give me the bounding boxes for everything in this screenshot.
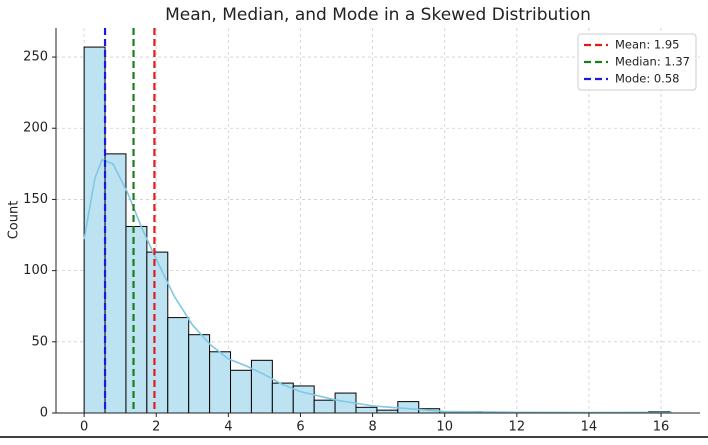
x-tick-label: 6 — [296, 420, 304, 435]
bar — [209, 351, 232, 414]
legend: Mean: 1.95 Median: 1.37 Mode: 0.58 — [577, 33, 697, 91]
bar — [250, 359, 273, 414]
legend-label: Median: 1.37 — [615, 55, 690, 69]
chart-title: Mean, Median, and Mode in a Skewed Distr… — [165, 5, 591, 25]
legend-label: Mode: 0.58 — [615, 72, 679, 86]
y-tick-label: 50 — [31, 334, 48, 349]
y-tick-label: 200 — [23, 121, 48, 136]
legend-label: Mean: 1.95 — [615, 38, 679, 52]
x-tick-label: 10 — [436, 420, 453, 435]
bar — [104, 153, 127, 414]
x-tick-label: 2 — [152, 420, 160, 435]
bar — [188, 334, 211, 414]
bar — [230, 369, 252, 414]
x-tick-label: 8 — [368, 420, 376, 435]
x-tick-label: 12 — [509, 420, 526, 435]
bar — [355, 406, 378, 414]
bar — [397, 401, 420, 414]
bar — [125, 225, 148, 414]
x-tick-label: 4 — [224, 420, 232, 435]
bar — [83, 46, 106, 414]
x-tick-label: 16 — [653, 420, 670, 435]
y-axis-label: Count — [7, 201, 22, 240]
x-tick-label: 14 — [581, 420, 598, 435]
bar — [313, 399, 336, 414]
y-tick-label: 100 — [23, 263, 48, 278]
legend-box — [577, 33, 697, 91]
y-tick-label: 0 — [40, 406, 48, 421]
kde-line — [83, 158, 672, 414]
y-tick-label: 150 — [23, 192, 48, 207]
x-tick-label: 0 — [80, 420, 88, 435]
y-tick-label: 250 — [23, 50, 48, 65]
bar — [167, 317, 190, 414]
